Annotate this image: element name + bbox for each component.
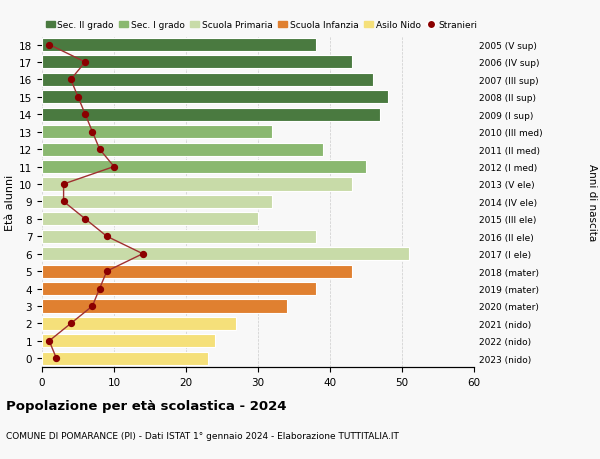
Text: Anni di nascita: Anni di nascita <box>587 163 597 241</box>
Bar <box>42 91 388 104</box>
Bar <box>42 352 208 365</box>
Point <box>66 77 76 84</box>
Point <box>80 216 90 223</box>
Point <box>66 320 76 327</box>
Bar <box>42 300 287 313</box>
Point <box>102 233 112 241</box>
Point <box>80 59 90 67</box>
Point <box>138 251 148 258</box>
Point <box>52 355 61 362</box>
Point <box>59 181 68 188</box>
Bar <box>42 335 215 347</box>
Bar <box>42 196 272 208</box>
Point <box>95 285 104 292</box>
Bar <box>42 56 352 69</box>
Bar <box>42 178 352 191</box>
Point <box>88 129 97 136</box>
Bar <box>42 143 323 157</box>
Bar <box>42 126 272 139</box>
Bar <box>42 317 236 330</box>
Point <box>44 337 54 345</box>
Y-axis label: Età alunni: Età alunni <box>5 174 15 230</box>
Bar <box>42 213 258 226</box>
Bar <box>42 282 316 296</box>
Bar <box>42 230 316 243</box>
Bar <box>42 161 366 174</box>
Text: Popolazione per età scolastica - 2024: Popolazione per età scolastica - 2024 <box>6 399 287 412</box>
Point <box>102 268 112 275</box>
Point <box>80 112 90 119</box>
Bar <box>42 39 316 52</box>
Legend: Sec. II grado, Sec. I grado, Scuola Primaria, Scuola Infanzia, Asilo Nido, Stran: Sec. II grado, Sec. I grado, Scuola Prim… <box>42 17 481 34</box>
Bar <box>42 265 352 278</box>
Point <box>44 42 54 49</box>
Point <box>109 163 119 171</box>
Point <box>73 94 83 101</box>
Bar <box>42 247 409 261</box>
Text: COMUNE DI POMARANCE (PI) - Dati ISTAT 1° gennaio 2024 - Elaborazione TUTTITALIA.: COMUNE DI POMARANCE (PI) - Dati ISTAT 1°… <box>6 431 399 441</box>
Point <box>95 146 104 153</box>
Bar <box>42 74 373 87</box>
Point <box>59 198 68 206</box>
Point <box>88 302 97 310</box>
Bar <box>42 108 380 122</box>
